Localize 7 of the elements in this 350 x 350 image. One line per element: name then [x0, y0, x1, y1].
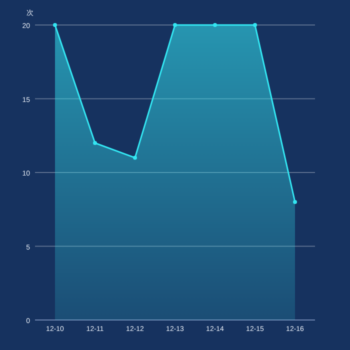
point: [173, 23, 177, 27]
point: [253, 23, 257, 27]
point: [53, 23, 57, 27]
point: [213, 23, 217, 27]
point: [293, 200, 297, 204]
point: [133, 156, 137, 160]
point: [93, 141, 97, 145]
